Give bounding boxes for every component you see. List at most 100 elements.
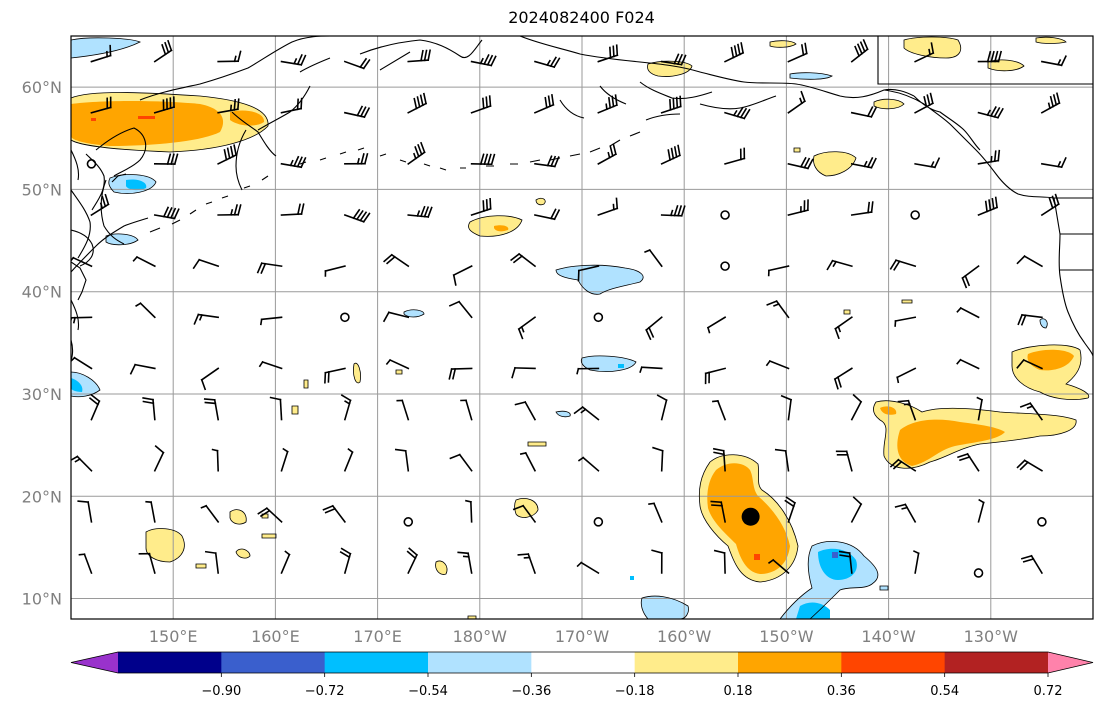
wind-barb	[826, 259, 853, 271]
anomaly-region	[396, 370, 402, 374]
wind-barb	[511, 366, 536, 379]
contour-line	[105, 233, 139, 246]
wind-barb	[145, 500, 156, 523]
wind-barb	[724, 147, 746, 165]
wind-barb	[343, 57, 371, 70]
anomaly-region	[536, 198, 546, 205]
wind-barb	[720, 210, 730, 220]
contour-line	[195, 563, 207, 569]
contour-line	[395, 369, 403, 375]
contour-line	[467, 615, 477, 619]
wind-barb	[340, 312, 350, 323]
colorbar-segment	[634, 652, 739, 673]
wind-barb	[910, 210, 920, 220]
wind-barb	[577, 265, 600, 282]
wind-barb	[914, 157, 941, 169]
anomaly-region	[902, 300, 912, 303]
lon-tick-label: 170°W	[555, 627, 610, 646]
contour-line	[435, 560, 448, 575]
contour-line	[779, 541, 879, 619]
wind-barb	[343, 208, 371, 223]
anomaly-region	[262, 534, 276, 538]
anomaly-region	[770, 40, 796, 48]
wind-barb	[850, 38, 869, 63]
colorbar-extension-right	[1048, 652, 1093, 673]
wind-barb	[259, 316, 283, 326]
wind-barb	[652, 446, 664, 472]
wind-barb	[217, 144, 238, 165]
wind-barb	[660, 144, 681, 165]
wind-barb	[200, 367, 220, 391]
wind-barb	[787, 156, 814, 170]
anomaly-region	[230, 509, 247, 525]
wind-barb	[977, 106, 1004, 119]
colorbar-tick-label: −0.72	[305, 684, 345, 699]
anomaly-region	[196, 564, 206, 568]
anomaly-region	[754, 554, 760, 560]
wind-barb	[383, 253, 410, 268]
wind-barb	[324, 367, 346, 384]
wind-barb	[407, 205, 433, 218]
wind-barb	[894, 503, 917, 523]
wind-barb	[256, 262, 283, 274]
wind-barb	[343, 105, 371, 119]
anomaly-region	[790, 72, 832, 80]
anomaly-region	[304, 380, 308, 388]
contour-line	[789, 72, 833, 80]
wind-barb	[897, 399, 917, 421]
contour-line	[580, 355, 637, 372]
wind-barb	[767, 265, 790, 277]
wind-barb	[534, 155, 560, 168]
anomaly-region	[353, 363, 361, 383]
wind-barb	[534, 208, 561, 221]
contour-line	[813, 151, 857, 177]
wind-barb	[465, 499, 473, 523]
wind-barb	[448, 300, 473, 319]
colorbar-tick-label: 0.72	[1034, 684, 1063, 699]
wind-barb	[514, 401, 537, 421]
colorbar-tick-label: −0.90	[201, 684, 241, 699]
wind-barb	[835, 450, 853, 472]
wind-barb	[403, 517, 414, 527]
wind-barb	[914, 42, 935, 63]
contour-line	[303, 379, 309, 389]
wind-barb	[153, 39, 173, 63]
colorbar-segment	[428, 652, 532, 673]
wind-barb	[957, 452, 980, 472]
contour-line	[843, 309, 851, 315]
anomaly-fills	[71, 37, 1089, 619]
colorbar-tick-label: 0.36	[827, 684, 856, 699]
wind-barb	[1040, 92, 1061, 114]
wind-barb	[724, 106, 751, 120]
anomaly-region	[146, 528, 185, 562]
wind-barb	[656, 394, 668, 421]
contour-line	[535, 197, 546, 206]
contour-line	[468, 215, 523, 237]
wind-barb	[973, 568, 984, 578]
wind-barb	[394, 448, 410, 472]
wind-barb	[211, 448, 219, 472]
wind-barb	[217, 50, 242, 63]
wind-barb	[1017, 313, 1043, 326]
wind-barb	[470, 197, 492, 216]
wind-barb	[648, 502, 663, 523]
wind-barb	[460, 399, 473, 421]
latitude-labels: 10°N 20°N 30°N 40°N 50°N 60°N	[22, 78, 62, 608]
wind-barb	[90, 44, 112, 63]
wind-barb	[142, 397, 156, 421]
wind-barb	[257, 507, 283, 523]
wind-barb	[153, 445, 165, 472]
coastlines	[71, 36, 1093, 361]
wind-barb	[339, 547, 352, 574]
anomaly-region	[138, 116, 155, 119]
anomaly-region	[813, 151, 856, 176]
wind-barb	[713, 549, 726, 574]
wind-barb	[86, 159, 97, 169]
anomaly-region	[618, 364, 624, 368]
wind-barb	[977, 498, 985, 523]
lon-tick-label: 150°E	[149, 627, 198, 646]
colorbar-extension-left	[71, 652, 118, 673]
wind-barb	[1040, 55, 1067, 67]
lat-tick-label: 10°N	[22, 590, 62, 609]
wind-barb	[774, 448, 790, 472]
